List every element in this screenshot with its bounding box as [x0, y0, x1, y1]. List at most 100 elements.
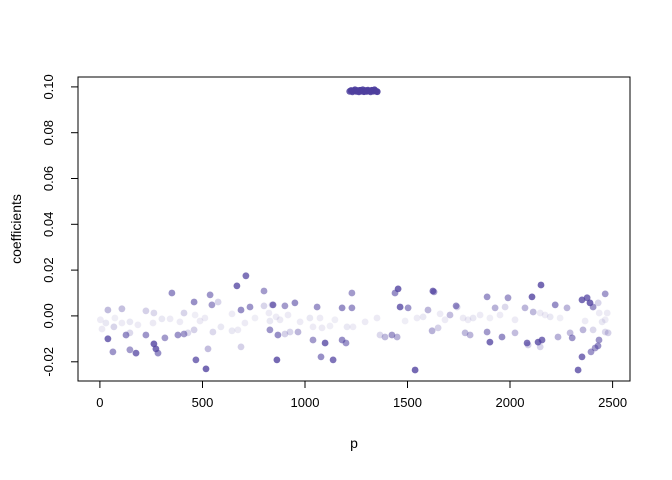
x-tick-label: 1500	[393, 395, 422, 410]
data-point	[190, 326, 198, 334]
x-axis-title: p	[350, 435, 358, 451]
data-point	[329, 356, 337, 364]
points-layer	[97, 86, 612, 374]
data-point	[246, 303, 254, 311]
y-tick-label: 0.06	[41, 166, 56, 191]
data-point	[201, 314, 209, 322]
data-point	[595, 309, 603, 317]
data-point	[429, 287, 437, 295]
y-tick-label: 0.02	[41, 257, 56, 282]
data-point	[102, 319, 110, 327]
data-point	[321, 339, 329, 347]
data-point	[242, 272, 250, 280]
data-point	[579, 326, 587, 334]
data-point	[401, 317, 409, 325]
data-point	[318, 324, 326, 332]
data-point	[309, 336, 317, 344]
data-point	[528, 293, 536, 301]
data-point	[286, 328, 294, 336]
data-point	[122, 331, 130, 339]
data-point	[251, 314, 259, 322]
data-point	[266, 317, 274, 325]
data-point	[284, 311, 292, 319]
data-point	[551, 301, 559, 309]
y-tick-label: 0.00	[41, 303, 56, 328]
data-point	[452, 302, 460, 310]
data-point	[511, 316, 519, 324]
data-point	[601, 328, 609, 336]
data-point	[260, 302, 268, 310]
data-point	[424, 306, 432, 314]
data-point	[196, 317, 204, 325]
data-point	[104, 306, 112, 314]
data-point	[428, 327, 436, 335]
data-point	[104, 335, 112, 343]
data-point	[180, 330, 188, 338]
data-point	[349, 323, 357, 331]
data-point	[538, 336, 546, 344]
data-point	[498, 333, 506, 341]
data-point	[233, 282, 241, 290]
data-point	[466, 331, 474, 339]
data-point	[174, 331, 182, 339]
data-point	[209, 328, 217, 336]
data-point	[586, 299, 594, 307]
data-point	[404, 304, 412, 312]
data-point	[126, 318, 134, 326]
x-tick-label: 1000	[291, 395, 320, 410]
y-axis-title: coefficients	[8, 194, 24, 264]
data-point	[180, 309, 188, 317]
data-point	[265, 309, 273, 317]
data-point	[441, 316, 449, 324]
data-point	[228, 327, 236, 335]
data-point	[118, 319, 126, 327]
x-tick-label: 2000	[496, 395, 525, 410]
data-point	[601, 316, 609, 324]
data-point	[192, 356, 200, 364]
data-point	[309, 323, 317, 331]
data-point	[578, 296, 586, 304]
data-point	[342, 339, 350, 347]
data-point	[132, 349, 140, 357]
data-point	[348, 289, 356, 297]
data-point	[563, 304, 571, 312]
data-point	[556, 314, 564, 322]
data-point	[523, 339, 531, 347]
data-point	[568, 334, 576, 342]
data-point	[601, 290, 609, 298]
y-tick-label: 0.10	[41, 74, 56, 99]
data-point	[294, 328, 302, 336]
data-point	[126, 346, 134, 354]
data-point	[317, 353, 325, 361]
data-point	[111, 314, 119, 322]
data-point	[98, 325, 106, 333]
data-point	[529, 308, 537, 316]
data-point	[269, 301, 277, 309]
data-point	[589, 326, 597, 334]
data-point	[348, 304, 356, 312]
data-point	[149, 319, 157, 327]
data-point	[134, 321, 142, 329]
data-point	[574, 366, 582, 374]
data-point	[486, 338, 494, 346]
data-point	[191, 311, 199, 319]
data-point	[373, 314, 381, 322]
data-point	[190, 298, 198, 306]
axes-layer: 0 500 1000 1500 2000 2500 -0.02 0.00 0.02 0.04 0.0…	[41, 74, 631, 410]
data-point	[604, 329, 612, 337]
data-point	[237, 306, 245, 314]
data-point	[316, 314, 324, 322]
plot-frame	[77, 76, 631, 382]
data-point	[603, 309, 611, 317]
data-point	[491, 304, 499, 312]
data-point	[202, 365, 210, 373]
data-point	[110, 323, 118, 331]
data-point	[306, 314, 314, 322]
data-point	[594, 299, 602, 307]
data-point	[464, 316, 472, 324]
data-point	[118, 305, 126, 313]
data-point	[446, 311, 454, 319]
data-point	[161, 334, 169, 342]
